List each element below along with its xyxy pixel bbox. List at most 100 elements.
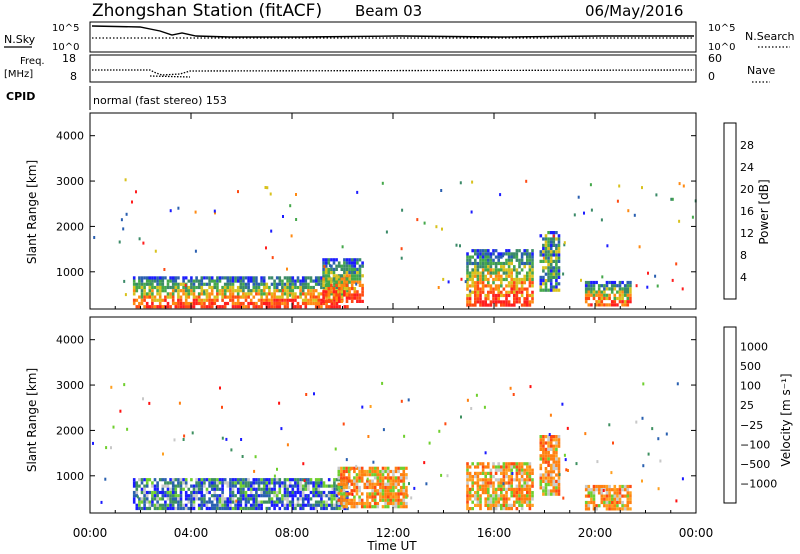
range-cell	[268, 285, 271, 290]
range-cell	[348, 258, 351, 262]
range-cell	[236, 503, 240, 507]
range-cell	[584, 280, 588, 285]
range-cell	[691, 215, 694, 219]
range-cell	[468, 507, 472, 511]
range-cell	[494, 478, 498, 482]
range-cell	[216, 503, 219, 507]
range-cell	[526, 271, 529, 275]
range-cell	[171, 285, 175, 290]
range-cell	[466, 398, 469, 402]
range-cell	[479, 252, 482, 256]
range-cell	[330, 264, 333, 268]
range-cell	[597, 290, 601, 294]
range-cell	[184, 484, 188, 488]
range-cell	[468, 491, 472, 495]
range-cell	[476, 287, 480, 291]
range-cell	[247, 276, 250, 280]
range-cell	[337, 469, 341, 474]
range-cell	[210, 279, 214, 283]
range-cell	[494, 503, 498, 507]
range-cell	[158, 490, 162, 495]
range-cell	[123, 383, 126, 387]
range-cell	[376, 482, 380, 486]
range-cell	[379, 498, 382, 502]
range-cell	[544, 282, 548, 286]
range-cell	[216, 276, 219, 280]
range-cell	[555, 441, 558, 445]
range-cell	[618, 280, 622, 285]
range-cell	[528, 468, 532, 472]
range-cell	[205, 295, 209, 299]
range-cell	[234, 478, 237, 482]
range-cell	[605, 287, 609, 291]
range-cell	[361, 405, 364, 409]
range-cell	[182, 481, 185, 485]
range-cell	[335, 497, 339, 501]
range-cell	[333, 484, 336, 488]
range-cell	[221, 305, 224, 309]
range-cell	[353, 498, 356, 502]
range-cell	[549, 272, 553, 276]
range-cell	[307, 497, 310, 501]
freq-label: Freq.	[20, 56, 45, 67]
range-cell	[549, 454, 553, 458]
range-cell	[335, 298, 339, 302]
range-cell	[124, 178, 127, 182]
range-cell	[345, 287, 349, 291]
range-cell	[278, 481, 282, 485]
range-cell	[520, 465, 524, 469]
range-cell	[174, 301, 178, 306]
range-cell	[218, 292, 222, 296]
range-cell	[481, 462, 485, 466]
y-tick-label: 2000	[56, 220, 84, 233]
range-cell	[356, 293, 359, 297]
range-cell	[301, 497, 305, 501]
range-cell	[502, 482, 505, 486]
range-cell	[492, 290, 495, 294]
range-cell	[208, 292, 211, 296]
range-cell	[348, 264, 351, 268]
range-cell	[174, 282, 178, 286]
colorbar-tick-label: 8	[740, 249, 747, 262]
range-cell	[520, 503, 524, 507]
range-cell	[474, 465, 477, 469]
range-cell	[208, 298, 211, 302]
range-cell	[423, 221, 426, 225]
range-cell	[618, 491, 622, 495]
range-cell	[476, 249, 480, 253]
range-cell	[325, 279, 328, 283]
range-cell	[345, 296, 349, 300]
range-cell	[342, 476, 346, 480]
range-cell	[481, 271, 485, 275]
range-cell	[597, 296, 601, 301]
range-cell	[249, 279, 253, 283]
range-cell	[151, 279, 154, 283]
range-cell	[505, 249, 508, 253]
range-cell	[286, 295, 289, 299]
range-cell	[484, 300, 487, 304]
range-cell	[394, 495, 398, 499]
range-cell	[156, 298, 159, 302]
range-cell	[280, 427, 283, 431]
range-cell	[223, 305, 227, 309]
range-cell	[226, 497, 230, 501]
range-cell	[561, 402, 564, 406]
range-cell	[487, 481, 490, 485]
range-cell	[314, 484, 318, 488]
range-cell	[481, 478, 485, 482]
range-cell	[355, 473, 359, 477]
range-cell	[350, 296, 354, 300]
range-cell	[257, 478, 261, 482]
range-cell	[288, 285, 292, 290]
range-cell	[547, 263, 550, 267]
range-cell	[278, 276, 282, 280]
range-cell	[502, 503, 506, 507]
range-cell	[184, 503, 188, 507]
range-cell	[608, 494, 611, 498]
range-cell	[325, 503, 328, 507]
range-cell	[324, 283, 328, 287]
range-cell	[249, 481, 253, 485]
range-cell	[330, 277, 333, 281]
range-cell	[542, 435, 545, 439]
